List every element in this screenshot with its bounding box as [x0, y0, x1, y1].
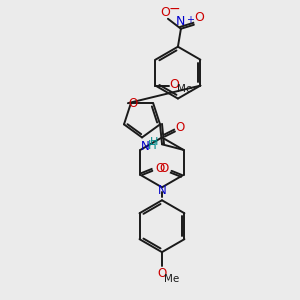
Text: H: H: [150, 137, 158, 147]
Text: O: O: [157, 267, 167, 280]
Text: O: O: [156, 162, 165, 176]
Text: N: N: [158, 184, 166, 197]
Text: Me: Me: [164, 274, 180, 284]
Text: O: O: [128, 97, 137, 110]
Text: O: O: [169, 78, 179, 91]
Text: O: O: [160, 6, 170, 19]
Text: H: H: [148, 139, 156, 152]
Text: N: N: [176, 15, 186, 28]
Text: O: O: [175, 121, 184, 134]
Text: O: O: [159, 162, 168, 176]
Text: O: O: [194, 11, 204, 24]
Text: +: +: [186, 15, 194, 25]
Text: Me: Me: [177, 84, 192, 94]
Text: −: −: [168, 2, 180, 16]
Text: N: N: [141, 140, 150, 153]
